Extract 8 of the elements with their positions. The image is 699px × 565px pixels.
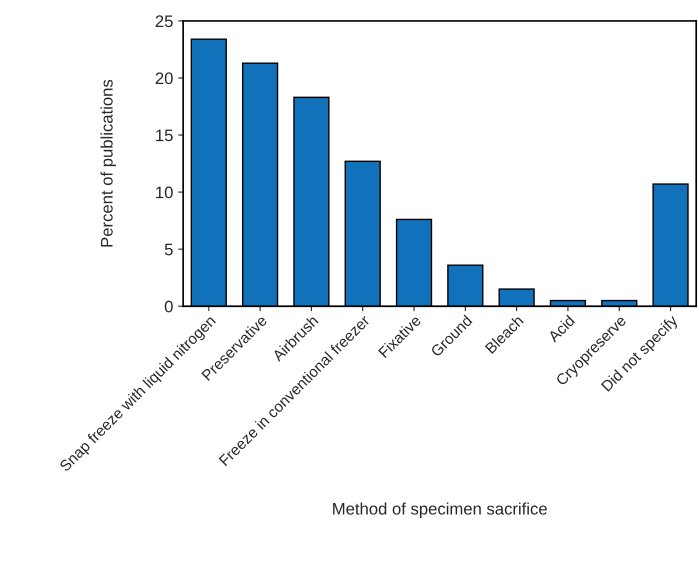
y-tick-label: 10	[156, 186, 173, 198]
y-tick-label: 20	[156, 72, 173, 84]
y-tick-label: 15	[156, 130, 173, 142]
y-tick-label: 5	[164, 244, 173, 256]
y-tick-label: 0	[164, 300, 173, 312]
y-tick-label: 25	[156, 15, 173, 28]
x-axis-title: Method of specimen sacrifice	[333, 502, 547, 518]
y-axis-title: Percent of publications	[100, 80, 116, 247]
